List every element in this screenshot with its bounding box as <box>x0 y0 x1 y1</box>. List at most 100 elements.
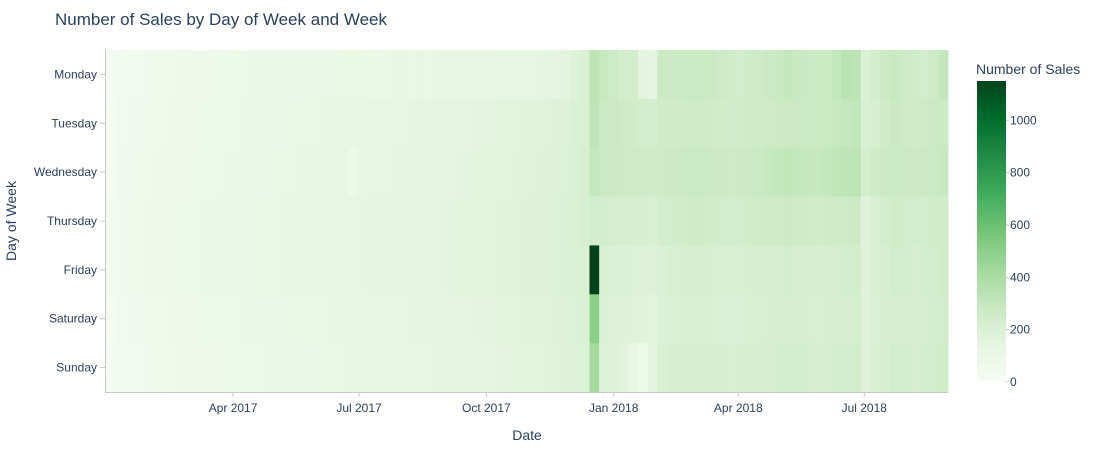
x-tick-label: Jul 2017 <box>336 401 382 415</box>
heatmap-cell <box>240 147 251 197</box>
heatmap-cell <box>434 147 445 197</box>
heatmap-cell <box>841 343 852 393</box>
heatmap-cell <box>667 343 678 393</box>
heatmap-cell <box>211 147 222 197</box>
heatmap-cell <box>405 98 416 149</box>
heatmap-cell <box>289 245 300 295</box>
heatmap-cell <box>918 294 930 344</box>
heatmap-cell <box>386 343 397 393</box>
heatmap-cell <box>938 98 949 149</box>
heatmap-cell <box>347 245 358 295</box>
heatmap-cell <box>928 294 939 344</box>
heatmap-cell <box>725 147 736 197</box>
heatmap-cell <box>889 294 900 344</box>
heatmap-cell <box>822 294 833 344</box>
heatmap-cell <box>134 294 145 344</box>
heatmap-cell <box>405 196 416 246</box>
heatmap-cell <box>482 294 493 344</box>
heatmap-cell <box>211 245 222 295</box>
heatmap-cell <box>366 343 377 393</box>
heatmap-cell <box>124 196 135 246</box>
heatmap-cell <box>201 50 212 100</box>
heatmap-cell <box>473 294 484 344</box>
heatmap-cell <box>172 196 183 246</box>
heatmap-cell <box>938 50 949 100</box>
heatmap-cell <box>269 196 280 246</box>
heatmap-cell <box>725 196 736 246</box>
y-tick-label: Sunday <box>56 361 97 375</box>
heatmap-cell <box>618 196 629 246</box>
heatmap-cell <box>928 343 939 393</box>
heatmap-cell <box>841 294 852 344</box>
heatmap-cell <box>143 245 154 295</box>
heatmap-cell <box>511 196 523 246</box>
heatmap-cell <box>909 50 920 100</box>
heatmap-cell <box>841 98 852 149</box>
heatmap-cell <box>909 245 920 295</box>
heatmap-cell <box>938 196 949 246</box>
heatmap-cell <box>482 147 493 197</box>
heatmap-cell <box>463 98 474 149</box>
heatmap-cell <box>492 245 503 295</box>
heatmap-cell <box>221 294 232 344</box>
heatmap-cell <box>715 343 726 393</box>
heatmap-cell <box>870 196 881 246</box>
heatmap-cell <box>453 50 464 100</box>
heatmap-cell <box>841 50 852 100</box>
heatmap-cell <box>696 343 707 393</box>
heatmap-cell <box>637 245 649 295</box>
heatmap-cell <box>366 50 377 100</box>
heatmap-cell <box>327 294 338 344</box>
heatmap-cell <box>637 196 649 246</box>
heatmap-cell <box>521 50 532 100</box>
colorbar-title: Number of Sales <box>976 61 1080 77</box>
heatmap-cell <box>608 98 619 149</box>
heatmap-cell <box>492 98 503 149</box>
heatmap-cell <box>880 98 891 149</box>
heatmap-cell <box>880 50 891 100</box>
heatmap-cell <box>337 98 348 149</box>
heatmap-cell <box>754 343 765 393</box>
heatmap-cell <box>889 343 900 393</box>
heatmap-cell <box>327 245 338 295</box>
heatmap-cell <box>637 294 649 344</box>
heatmap-cell <box>269 343 280 393</box>
heatmap-cell <box>676 147 687 197</box>
heatmap-cell <box>105 294 116 344</box>
heatmap-cell <box>163 294 174 344</box>
heatmap-cell <box>172 343 183 393</box>
heatmap-cell <box>851 147 862 197</box>
heatmap-cell <box>511 98 523 149</box>
heatmap-cell <box>318 294 329 344</box>
heatmap-cell <box>792 147 804 197</box>
heatmap-cell <box>550 98 561 149</box>
heatmap-cell <box>221 98 232 149</box>
heatmap-cell <box>686 343 697 393</box>
heatmap-cell <box>579 50 590 100</box>
heatmap-cell <box>386 98 397 149</box>
heatmap-cell <box>851 98 862 149</box>
heatmap-cell <box>376 196 387 246</box>
heatmap-cell <box>918 98 930 149</box>
heatmap-cell <box>705 245 716 295</box>
heatmap-cell <box>841 245 852 295</box>
heatmap-cell <box>667 50 678 100</box>
heatmap-cell <box>657 50 668 100</box>
heatmap-cell <box>851 50 862 100</box>
heatmap-cell <box>744 196 755 246</box>
heatmap-cell <box>124 98 135 149</box>
heatmap-cell <box>289 196 300 246</box>
heatmap-cell <box>453 343 464 393</box>
y-tick-label: Saturday <box>49 312 97 326</box>
heatmap-cell <box>444 245 455 295</box>
heatmap-cell <box>773 196 784 246</box>
heatmap-cell <box>395 98 406 149</box>
heatmap-cell <box>502 343 513 393</box>
heatmap-cell <box>415 147 426 197</box>
heatmap-cell <box>366 245 377 295</box>
heatmap-cell <box>482 245 493 295</box>
heatmap-cell <box>928 98 939 149</box>
heatmap-cell <box>240 245 251 295</box>
heatmap-cell <box>812 50 823 100</box>
heatmap-cell <box>521 147 532 197</box>
